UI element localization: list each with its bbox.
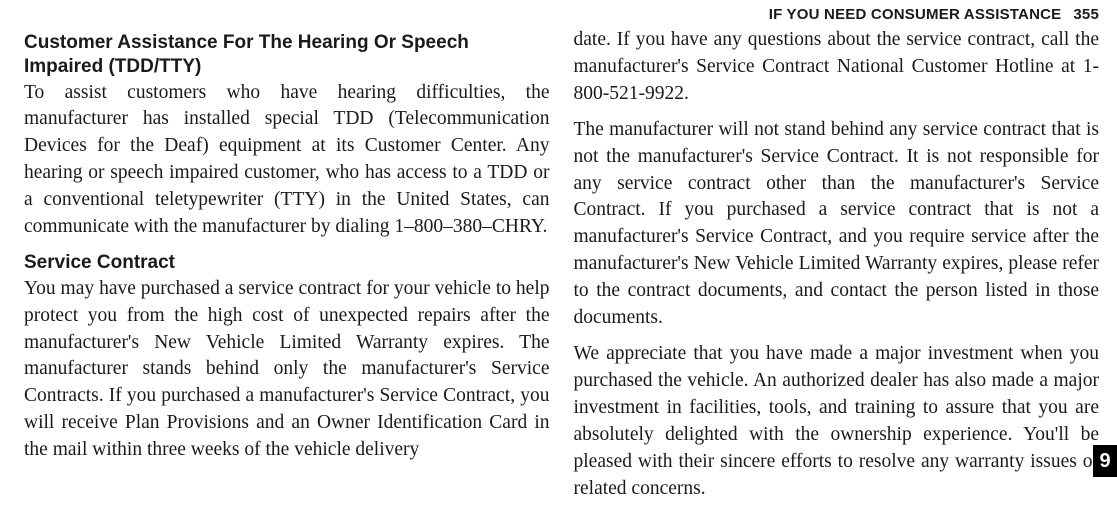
paragraph-service-contract-2: date. If you have any questions about th… xyxy=(574,27,1100,108)
paragraph-service-contract-3: The manufacturer will not stand behind a… xyxy=(574,117,1100,332)
heading-service-contract: Service Contract xyxy=(24,251,550,275)
section-title: IF YOU NEED CONSUMER ASSISTANCE xyxy=(769,6,1062,23)
right-column: date. If you have any questions about th… xyxy=(574,27,1100,502)
paragraph-tdd-tty: To assist customers who have hearing dif… xyxy=(24,80,550,241)
body-columns: Customer Assistance For The Hearing Or S… xyxy=(0,27,1117,512)
page-container: IF YOU NEED CONSUMER ASSISTANCE 355 Cust… xyxy=(0,0,1117,508)
heading-tdd-tty: Customer Assistance For The Hearing Or S… xyxy=(24,31,550,79)
page-number: 355 xyxy=(1073,6,1099,23)
left-column: Customer Assistance For The Hearing Or S… xyxy=(24,27,550,502)
chapter-tab-label: 9 xyxy=(1099,450,1110,473)
running-header: IF YOU NEED CONSUMER ASSISTANCE 355 xyxy=(0,0,1117,27)
paragraph-appreciation: We appreciate that you have made a major… xyxy=(574,341,1100,502)
chapter-tab: 9 xyxy=(1093,445,1117,477)
paragraph-service-contract-1: You may have purchased a service contrac… xyxy=(24,276,550,464)
